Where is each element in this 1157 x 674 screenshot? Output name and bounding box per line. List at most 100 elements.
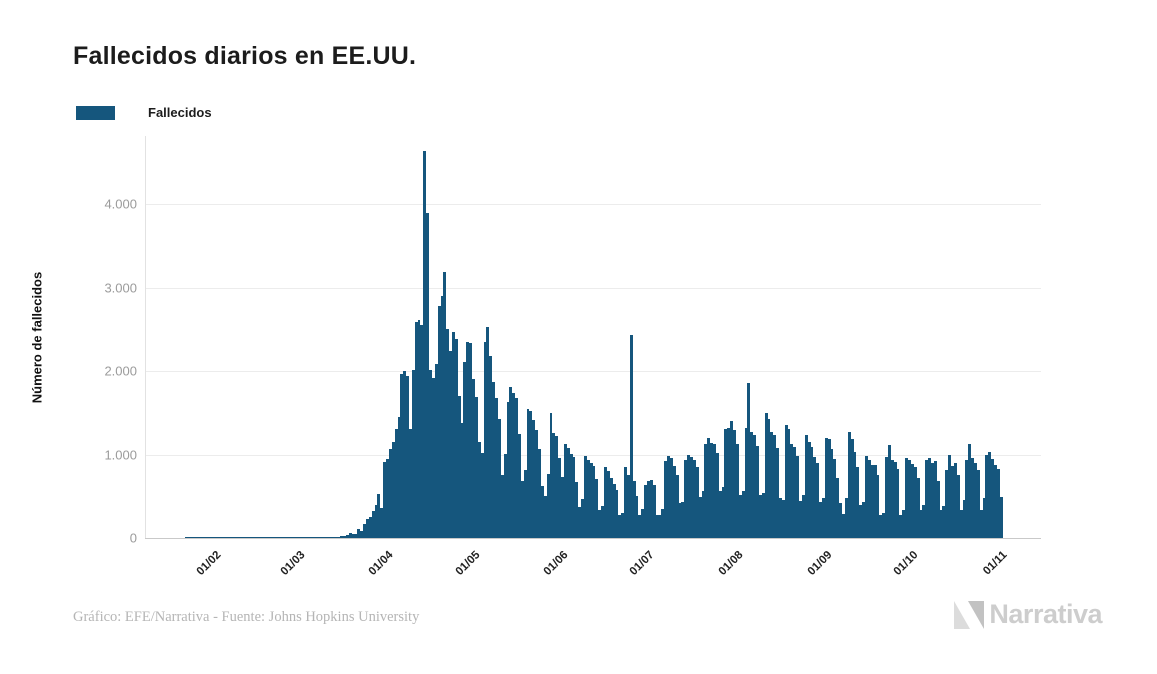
bar: [472, 379, 475, 538]
bar: [649, 479, 653, 538]
bar: [959, 509, 963, 538]
bar: [225, 537, 229, 538]
x-tick-label: 01/06: [542, 549, 571, 578]
bar: [976, 469, 980, 538]
bar: [426, 213, 430, 538]
bar: [655, 514, 659, 538]
bar: [575, 482, 579, 538]
bar: [899, 515, 903, 538]
bar: [879, 515, 883, 538]
bar: [991, 458, 995, 538]
bar: [842, 513, 845, 538]
bar: [371, 510, 375, 538]
bar: [581, 498, 584, 538]
bar: [305, 537, 309, 538]
bar: [604, 467, 607, 538]
bar: [595, 478, 599, 538]
bar: [343, 536, 346, 538]
bar: [738, 494, 742, 538]
bar: [589, 462, 593, 538]
bar: [953, 462, 957, 538]
bar: [687, 455, 691, 538]
bar: [698, 497, 702, 538]
bar: [624, 467, 627, 538]
bar: [787, 429, 791, 538]
bar: [632, 481, 636, 538]
x-tick-label: 01/09: [805, 549, 835, 578]
bar: [500, 475, 504, 538]
bar: [675, 475, 679, 538]
bar: [480, 452, 484, 538]
bar: [618, 515, 622, 538]
bar: [922, 505, 926, 538]
bar: [718, 491, 722, 538]
bar: [219, 537, 223, 538]
bar: [942, 506, 946, 538]
bar: [813, 457, 817, 538]
bar: [690, 457, 693, 538]
bar: [896, 468, 900, 538]
bar: [440, 295, 444, 538]
bar: [271, 537, 275, 538]
bar: [695, 467, 699, 538]
bar: [982, 497, 986, 538]
bar: [446, 328, 450, 538]
bar: [692, 460, 696, 538]
bar: [300, 537, 303, 538]
bar: [257, 537, 260, 538]
bar: [443, 272, 447, 538]
bar: [452, 331, 455, 538]
bar: [322, 537, 326, 538]
bar: [629, 335, 633, 538]
bar: [710, 442, 714, 538]
bar: [847, 431, 851, 538]
bar: [265, 537, 269, 538]
bar: [228, 537, 232, 538]
bar: [397, 416, 401, 538]
bar: [191, 537, 194, 538]
bar: [664, 461, 668, 538]
bar: [368, 517, 372, 538]
bar: [658, 515, 662, 538]
bar: [277, 537, 280, 538]
bar: [965, 460, 969, 538]
bar: [635, 496, 639, 538]
bar: [294, 537, 298, 538]
bar: [431, 378, 435, 538]
bar: [750, 431, 754, 538]
legend: Fallecidos: [76, 105, 212, 120]
bar: [672, 466, 676, 538]
bar: [583, 456, 587, 538]
bar: [411, 370, 415, 538]
bar: [497, 419, 501, 538]
bar: [517, 433, 521, 538]
bar: [380, 507, 384, 538]
bar: [985, 455, 989, 538]
chart-title: Fallecidos diarios en EE.UU.: [73, 42, 417, 70]
bar: [515, 397, 518, 538]
bar: [925, 460, 929, 538]
x-tick-label: 01/02: [195, 549, 224, 578]
bar: [354, 534, 358, 538]
bar: [867, 459, 871, 538]
bar: [463, 361, 467, 538]
bar: [213, 537, 217, 538]
gridline: [145, 204, 1041, 205]
bar: [661, 508, 665, 538]
bar: [916, 477, 920, 538]
bar: [988, 452, 992, 538]
bar: [506, 401, 510, 538]
bar: [578, 507, 582, 538]
bar: [910, 463, 914, 538]
branding: Narrativa: [953, 599, 1102, 630]
bar: [311, 537, 315, 538]
bar: [902, 509, 906, 538]
bar: [778, 497, 782, 538]
bar: [363, 524, 366, 538]
bar: [873, 465, 877, 538]
y-axis-line: [145, 136, 146, 538]
bar: [563, 443, 567, 538]
bar: [251, 537, 255, 538]
bar: [856, 467, 860, 538]
narrativa-wordmark: Narrativa: [989, 599, 1102, 629]
